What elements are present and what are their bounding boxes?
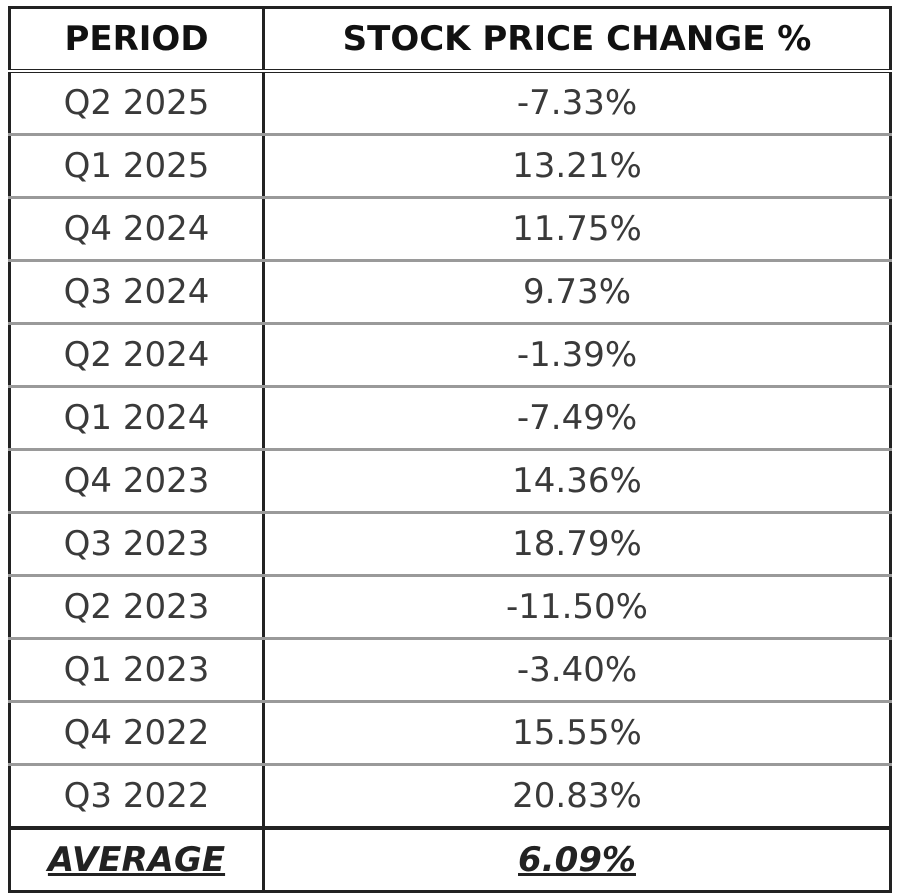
data-row: Q4 2023 14.36% [8,449,892,514]
data-row-cell: Q4 2023 [8,449,265,514]
data-row-cell: -7.49% [262,386,892,451]
data-row: Q3 2023 18.79% [8,512,892,577]
data-row-cell: 15.55% [262,701,892,766]
data-row-cell: Q2 2023 [8,575,265,640]
data-row: Q3 2022 20.83% [8,764,892,830]
table-head: PERIOD STOCK PRICE CHANGE % [8,6,892,73]
data-row-cell: 11.75% [262,197,892,262]
data-row: Q3 2024 9.73% [8,260,892,325]
table-container: PERIOD STOCK PRICE CHANGE % Q2 2025 -7.33… [8,6,892,893]
header-cell: PERIOD [8,6,265,73]
data-row-cell: 13.21% [262,134,892,199]
average-row-cell: AVERAGE [8,826,265,893]
header-cell: STOCK PRICE CHANGE % [262,6,892,73]
data-row-cell: Q3 2023 [8,512,265,577]
header-row: PERIOD STOCK PRICE CHANGE % [8,6,892,73]
data-row-cell: Q2 2024 [8,323,265,388]
data-row-cell: -11.50% [262,575,892,640]
data-row: Q4 2022 15.55% [8,701,892,766]
table-body: Q2 2025 -7.33% Q1 2025 13.21% Q4 2024 11.75% Q… [8,71,892,893]
data-row: Q2 2023 -11.50% [8,575,892,640]
data-row-cell: Q4 2022 [8,701,265,766]
data-row-cell: 20.83% [262,764,892,830]
data-row-cell: -7.33% [262,71,892,136]
data-row-cell: -3.40% [262,638,892,703]
average-row-cell: 6.09% [262,826,892,893]
data-row-cell: Q4 2024 [8,197,265,262]
table: PERIOD STOCK PRICE CHANGE % Q2 2025 -7.33… [8,6,892,893]
data-row: Q2 2025 -7.33% [8,71,892,136]
data-row-cell: -1.39% [262,323,892,388]
data-row: Q1 2023 -3.40% [8,638,892,703]
data-row: Q1 2025 13.21% [8,134,892,199]
data-row-cell: Q3 2022 [8,764,265,830]
data-row-cell: 18.79% [262,512,892,577]
data-row: Q4 2024 11.75% [8,197,892,262]
data-row: Q1 2024 -7.49% [8,386,892,451]
data-row-cell: 14.36% [262,449,892,514]
data-row-cell: Q2 2025 [8,71,265,136]
data-row-cell: Q1 2023 [8,638,265,703]
average-row: AVERAGE 6.09% [8,826,892,893]
data-row-cell: Q3 2024 [8,260,265,325]
data-row: Q2 2024 -1.39% [8,323,892,388]
data-row-cell: Q1 2024 [8,386,265,451]
data-row-cell: 9.73% [262,260,892,325]
data-row-cell: Q1 2025 [8,134,265,199]
